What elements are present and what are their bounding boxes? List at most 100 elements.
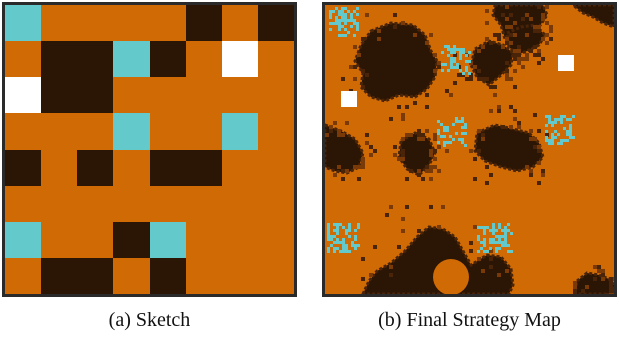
terrain-speck	[329, 125, 333, 129]
terrain-speck	[549, 37, 553, 41]
water-cluster-icon	[449, 141, 452, 144]
water-cluster-icon	[345, 247, 348, 250]
terrain-speck	[353, 45, 357, 49]
terrain-speck	[361, 85, 365, 89]
terrain-speck	[361, 257, 365, 261]
sketch-cell-dark	[41, 41, 78, 78]
terrain-speck	[529, 129, 533, 133]
terrain-speck	[389, 265, 393, 269]
terrain-speck	[541, 57, 545, 61]
water-cluster-icon	[551, 136, 554, 139]
terrain-speck	[505, 61, 509, 65]
sketch-cell-ground	[185, 77, 222, 114]
terrain-speck	[337, 133, 341, 137]
water-cluster-icon	[495, 250, 498, 253]
water-cluster-icon	[569, 124, 572, 127]
water-cluster-icon	[548, 115, 551, 118]
water-cluster-icon	[437, 132, 440, 135]
water-cluster-icon	[450, 63, 453, 66]
terrain-speck	[609, 277, 613, 281]
water-cluster-icon	[483, 244, 486, 247]
terrain-speck	[445, 149, 449, 153]
water-cluster-icon	[489, 241, 492, 244]
water-cluster-icon	[462, 51, 465, 54]
terrain-speck	[405, 177, 409, 181]
water-cluster-icon	[498, 235, 501, 238]
water-cluster-icon	[353, 10, 356, 13]
sketch-cell-dark	[185, 149, 222, 186]
terrain-speck	[425, 169, 429, 173]
terrain-speck	[353, 77, 357, 81]
terrain-speck	[537, 149, 541, 153]
terrain-speck	[453, 81, 457, 85]
sketch-cell-water	[221, 113, 258, 150]
terrain-speck	[537, 53, 541, 57]
sketch-cell-dark	[41, 257, 78, 294]
terrain-speck	[393, 13, 397, 17]
terrain-speck	[537, 161, 541, 165]
water-cluster-icon	[492, 238, 495, 241]
water-cluster-icon	[455, 120, 458, 123]
water-cluster-icon	[344, 34, 347, 37]
water-cluster-icon	[459, 57, 462, 60]
water-cluster-icon	[446, 129, 449, 132]
water-cluster-icon	[504, 226, 507, 229]
sketch-cell-dark	[77, 149, 114, 186]
water-cluster-icon	[339, 223, 342, 226]
water-cluster-icon	[453, 48, 456, 51]
terrain-speck	[469, 149, 473, 153]
water-cluster-icon	[468, 60, 471, 63]
terrain-speck	[537, 29, 541, 33]
terrain-speck	[545, 5, 549, 9]
water-cluster-icon	[468, 72, 471, 75]
terrain-speck	[401, 21, 405, 25]
water-cluster-icon	[548, 139, 551, 142]
water-cluster-icon	[345, 229, 348, 232]
water-cluster-icon	[345, 244, 348, 247]
terrain-speck	[401, 229, 405, 233]
water-cluster-icon	[507, 229, 510, 232]
water-cluster-icon	[461, 126, 464, 129]
water-cluster-icon	[507, 223, 510, 226]
sketch-cell-ground	[149, 185, 186, 222]
water-cluster-icon	[333, 223, 336, 226]
terrain-speck	[505, 41, 509, 45]
terrain-speck	[349, 65, 353, 69]
terrain-speck	[609, 281, 613, 285]
terrain-speck	[613, 277, 614, 281]
terrain-speck	[505, 5, 509, 9]
terrain-speck	[525, 165, 529, 169]
water-cluster-icon	[563, 127, 566, 130]
terrain-speck	[477, 77, 481, 81]
terrain-speck	[505, 77, 509, 81]
sketch-cell-ground	[257, 113, 294, 150]
terrain-speck	[513, 33, 517, 37]
water-cluster-icon	[501, 244, 504, 247]
terrain-speck	[513, 53, 517, 57]
terrain-speck	[513, 69, 517, 73]
water-cluster-icon	[504, 232, 507, 235]
water-cluster-icon	[461, 141, 464, 144]
terrain-speck	[397, 157, 401, 161]
terrain-speck	[429, 33, 433, 37]
water-cluster-icon	[338, 28, 341, 31]
water-cluster-icon	[440, 123, 443, 126]
terrain-speck	[537, 145, 541, 149]
terrain-speck	[517, 125, 521, 129]
water-cluster-icon	[447, 69, 450, 72]
water-cluster-icon	[569, 136, 572, 139]
terrain-speck	[473, 177, 477, 181]
water-cluster-icon	[551, 124, 554, 127]
terrain-speck	[421, 133, 425, 137]
ground-clearing	[433, 259, 469, 294]
sketch-cell-ground	[113, 185, 150, 222]
water-cluster-icon	[477, 250, 480, 253]
water-cluster-icon	[464, 144, 467, 147]
water-cluster-icon	[545, 115, 548, 118]
terrain-speck	[357, 53, 361, 57]
water-cluster-icon	[447, 54, 450, 57]
terrain-speck	[425, 41, 429, 45]
terrain-speck	[473, 157, 477, 161]
water-cluster-icon	[462, 48, 465, 51]
water-cluster-icon	[332, 22, 335, 25]
